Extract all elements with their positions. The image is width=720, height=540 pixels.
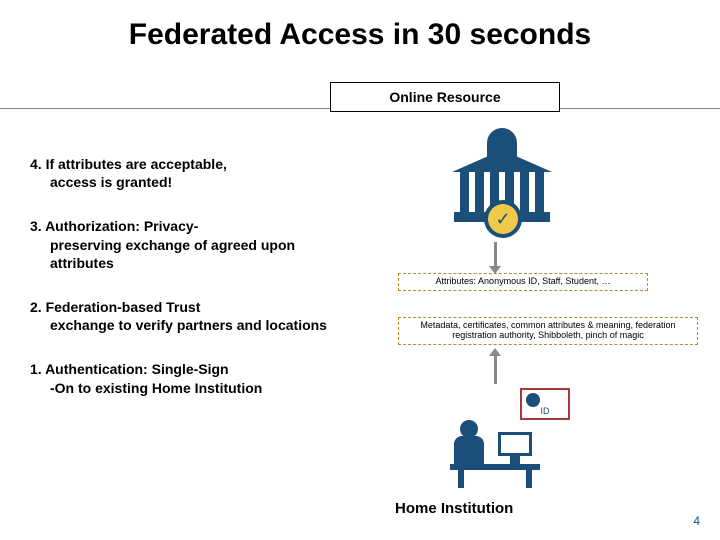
id-card-icon: ID — [520, 388, 570, 420]
home-institution-label: Home Institution — [395, 500, 513, 517]
metadata-box: Metadata, certificates, common attribute… — [398, 317, 698, 345]
user-at-computer-icon — [450, 420, 560, 490]
step-4: 4. If attributes are acceptable, access … — [30, 155, 340, 191]
step-2: 2. Federation-based Trust exchange to ve… — [30, 298, 340, 334]
page-number: 4 — [693, 514, 700, 528]
online-resource-label: Online Resource — [330, 82, 560, 112]
step-3: 3. Authorization: Privacy- preserving ex… — [30, 217, 340, 272]
arrow-up-icon — [494, 354, 497, 384]
step-1: 1. Authentication: Single-Sign -On to ex… — [30, 360, 340, 396]
steps-list: 4. If attributes are acceptable, access … — [30, 155, 340, 423]
verified-badge-icon: ✓ — [484, 200, 522, 238]
page-title: Federated Access in 30 seconds — [0, 0, 720, 62]
attributes-box: Attributes: Anonymous ID, Staff, Student… — [398, 273, 648, 291]
arrow-down-icon — [494, 242, 497, 268]
